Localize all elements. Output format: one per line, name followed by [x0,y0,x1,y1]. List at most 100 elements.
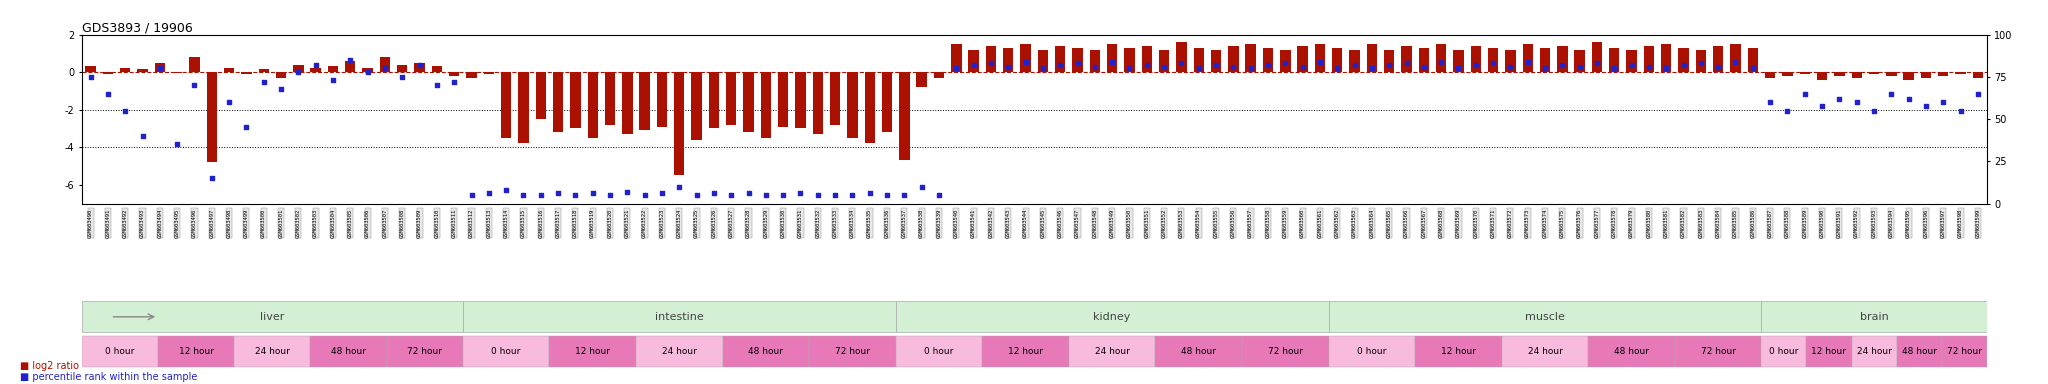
Bar [1108,44,1118,72]
Text: GSM603582: GSM603582 [1681,208,1686,238]
Point [836,192,868,198]
Bar [1470,46,1481,72]
Text: GSM603547: GSM603547 [1075,208,1079,238]
Text: GSM603583: GSM603583 [1698,208,1704,238]
Bar [1712,46,1722,72]
Point [143,65,176,71]
Text: GSM603510: GSM603510 [434,208,440,238]
Point [1806,103,1839,109]
Point [1718,58,1751,65]
Bar [1731,44,1741,72]
Text: GSM603500: GSM603500 [262,208,266,238]
Point [92,91,125,97]
Point [1425,58,1458,65]
FancyBboxPatch shape [1329,336,1415,367]
Text: GSM603545: GSM603545 [1040,208,1044,238]
Point [956,62,989,68]
Text: GSM603560: GSM603560 [1300,208,1305,238]
Bar [1055,46,1065,72]
Point [1546,62,1579,68]
Bar [276,72,287,78]
Point [594,192,627,198]
Text: GSM603505: GSM603505 [348,208,352,238]
Bar [242,72,252,74]
Point [352,69,385,75]
FancyBboxPatch shape [82,336,158,367]
Point [213,99,246,105]
Point [801,192,834,198]
Bar [328,66,338,72]
Bar [223,68,233,72]
Text: 0 hour: 0 hour [104,347,135,356]
Text: GSM603524: GSM603524 [676,208,682,238]
Text: GSM603535: GSM603535 [866,208,872,238]
Point [1737,65,1769,71]
Point [541,190,573,197]
Bar [1159,50,1169,72]
Bar [883,72,893,132]
Point [1182,65,1214,71]
Point [1909,103,1942,109]
Point [1147,64,1180,70]
Point [870,192,903,198]
Point [991,64,1024,70]
Text: 72 hour: 72 hour [1700,347,1735,356]
FancyBboxPatch shape [1675,336,1761,367]
Text: GSM603562: GSM603562 [1335,208,1339,238]
Text: GSM603558: GSM603558 [1266,208,1270,238]
Bar [1937,72,1948,76]
Point [1616,62,1649,68]
Text: GSM603549: GSM603549 [1110,208,1114,238]
Text: GSM603492: GSM603492 [123,208,127,238]
Text: GSM603509: GSM603509 [418,208,422,238]
Bar [1679,48,1690,72]
Point [819,192,852,198]
Bar [1229,46,1239,72]
Bar [502,72,512,138]
Bar [1540,48,1550,72]
Point [1528,65,1561,71]
FancyBboxPatch shape [233,336,311,367]
FancyBboxPatch shape [637,336,723,367]
Point [559,192,592,198]
FancyBboxPatch shape [158,336,233,367]
Text: GSM603552: GSM603552 [1161,208,1167,238]
Point [1217,64,1249,70]
Bar [86,66,96,72]
Text: GSM603546: GSM603546 [1057,208,1063,238]
Text: GSM603517: GSM603517 [555,208,561,238]
Point [248,79,281,85]
Text: GSM603533: GSM603533 [834,208,838,238]
Point [854,190,887,197]
Text: GSM603499: GSM603499 [244,208,250,238]
Text: GSM603503: GSM603503 [313,208,317,238]
Bar [829,72,840,125]
Bar [1610,48,1620,72]
FancyBboxPatch shape [723,336,809,367]
Text: 48 hour: 48 hour [748,347,782,356]
Text: GSM603529: GSM603529 [764,208,768,238]
Text: GSM603553: GSM603553 [1180,208,1184,238]
Bar [1436,44,1446,72]
Text: GSM603585: GSM603585 [1733,208,1739,238]
Bar [727,72,737,125]
Point [680,192,713,198]
FancyBboxPatch shape [549,336,637,367]
Text: 48 hour: 48 hour [1614,347,1649,356]
Text: GSM603522: GSM603522 [643,208,647,238]
Point [195,175,227,181]
Point [369,65,401,71]
Text: GSM603501: GSM603501 [279,208,283,238]
Point [334,57,367,63]
Bar [1366,44,1376,72]
Bar [1454,50,1464,72]
Text: 24 hour: 24 hour [662,347,696,356]
Text: 12 hour: 12 hour [178,347,213,356]
Point [1026,65,1059,71]
Point [178,82,211,88]
Text: GSM603584: GSM603584 [1716,208,1720,238]
Point [1477,60,1509,66]
Text: GSM603578: GSM603578 [1612,208,1616,238]
Text: GSM603591: GSM603591 [1837,208,1841,238]
Bar [918,72,928,87]
